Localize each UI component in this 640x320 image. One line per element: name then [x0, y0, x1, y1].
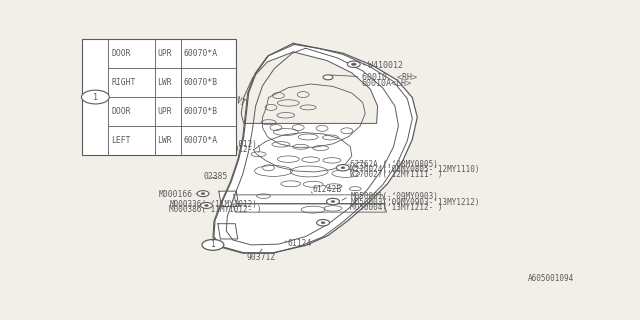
- Text: 90371Z: 90371Z: [246, 253, 275, 262]
- Circle shape: [197, 118, 219, 129]
- Text: 60070*A: 60070*A: [183, 49, 218, 58]
- Polygon shape: [241, 52, 378, 124]
- Text: DOOR: DOOR: [111, 49, 131, 58]
- Text: LWR: LWR: [157, 78, 172, 87]
- Text: UPR: UPR: [157, 49, 172, 58]
- Text: M000166: M000166: [159, 190, 193, 199]
- Text: 60010  <RH>: 60010 <RH>: [362, 73, 417, 82]
- Polygon shape: [218, 224, 237, 239]
- Text: 1: 1: [205, 119, 211, 128]
- Circle shape: [331, 201, 335, 203]
- Polygon shape: [219, 191, 239, 206]
- Text: M050001(-‘09MY0903): M050001(-‘09MY0903): [350, 192, 438, 201]
- Text: M050003(‘09MY0903-‘13MY1212): M050003(‘09MY0903-‘13MY1212): [350, 197, 480, 206]
- Text: 61242B: 61242B: [312, 185, 341, 194]
- Text: M000336(-‘11MY1012): M000336(-‘11MY1012): [169, 140, 257, 149]
- Circle shape: [197, 141, 209, 147]
- Text: M000336(-‘11MY1012): M000336(-‘11MY1012): [169, 200, 257, 209]
- Text: 60010A<LH>: 60010A<LH>: [362, 79, 412, 88]
- Circle shape: [326, 198, 339, 205]
- Text: LEFT: LEFT: [111, 136, 131, 145]
- Circle shape: [81, 90, 109, 104]
- Polygon shape: [214, 43, 417, 253]
- Circle shape: [192, 130, 204, 135]
- Text: UPR: UPR: [157, 107, 172, 116]
- Circle shape: [337, 164, 349, 171]
- Text: 60070*A: 60070*A: [183, 136, 218, 145]
- Text: 60070*B: 60070*B: [183, 78, 218, 87]
- Text: DOOR: DOOR: [111, 107, 131, 116]
- Text: 62762A (-‘08MY0805): 62762A (-‘08MY0805): [350, 160, 438, 169]
- Text: W270024(‘08MY0805-‘12MY1110): W270024(‘08MY0805-‘12MY1110): [350, 165, 480, 174]
- Circle shape: [348, 61, 360, 68]
- Text: M000386(‘11MY1012- ): M000386(‘11MY1012- ): [169, 145, 262, 154]
- Text: A605001094: A605001094: [528, 274, 574, 283]
- Circle shape: [200, 203, 212, 208]
- Circle shape: [201, 143, 205, 145]
- Text: 61124: 61124: [287, 239, 312, 248]
- Circle shape: [202, 239, 224, 250]
- Circle shape: [197, 191, 209, 196]
- Circle shape: [323, 75, 333, 80]
- Bar: [83, 39, 236, 155]
- Text: RIGHT: RIGHT: [111, 78, 136, 87]
- Circle shape: [341, 167, 345, 169]
- Circle shape: [196, 132, 200, 133]
- Bar: [83, 39, 236, 155]
- Text: 60070*B: 60070*B: [183, 107, 218, 116]
- Text: FRONT: FRONT: [220, 89, 247, 108]
- Circle shape: [201, 193, 205, 195]
- Text: W410012: W410012: [367, 60, 403, 69]
- Text: 1: 1: [211, 240, 215, 249]
- Text: M000166: M000166: [159, 130, 193, 139]
- Text: M050004(‘13MY1212- ): M050004(‘13MY1212- ): [350, 203, 443, 212]
- Circle shape: [351, 63, 356, 66]
- Text: 02385: 02385: [203, 172, 227, 181]
- Circle shape: [317, 220, 330, 226]
- Circle shape: [321, 222, 325, 224]
- Text: LWR: LWR: [157, 136, 172, 145]
- Text: M000386(‘11MY1012- ): M000386(‘11MY1012- ): [169, 205, 262, 214]
- Text: W270027(‘12MY1111- ): W270027(‘12MY1111- ): [350, 171, 443, 180]
- Text: 1: 1: [93, 92, 98, 101]
- Circle shape: [205, 204, 209, 206]
